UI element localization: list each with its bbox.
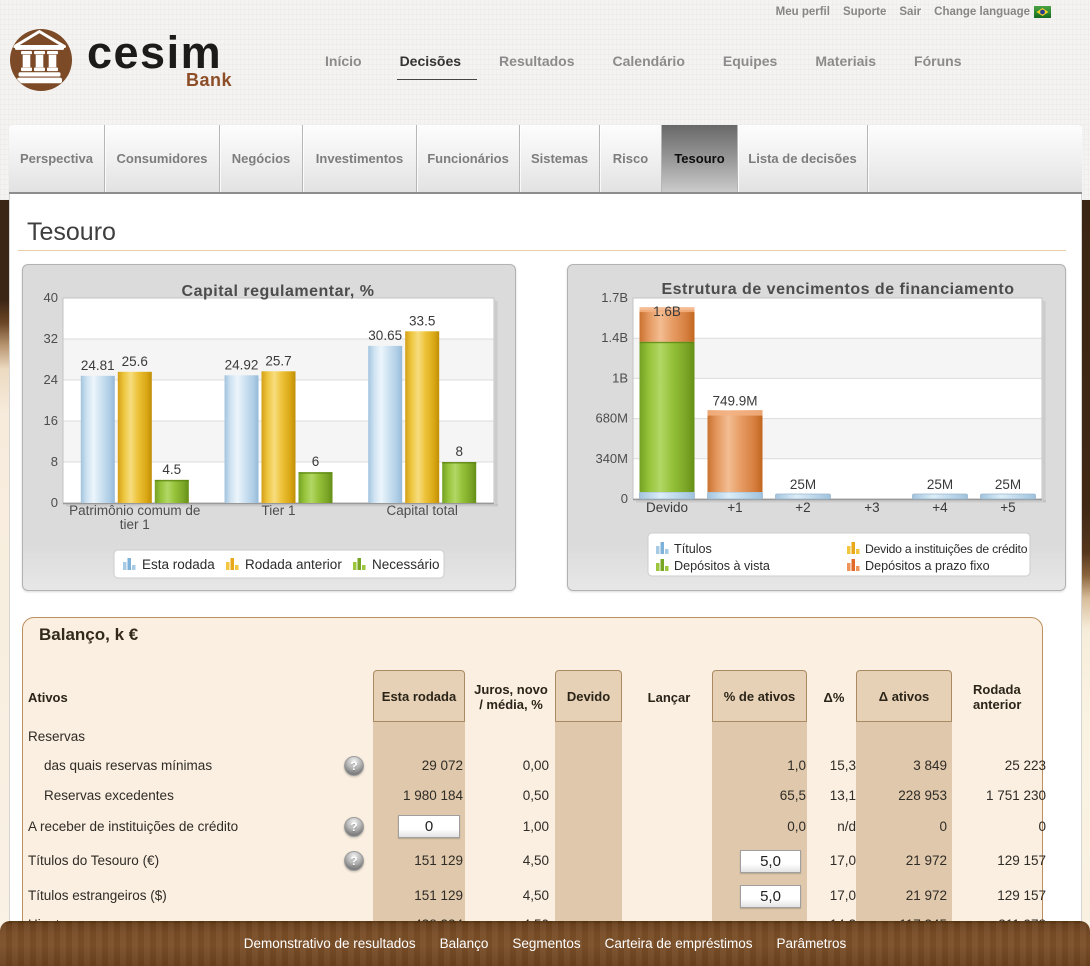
svg-text:25M: 25M [995, 477, 1021, 492]
svg-text:Estrutura de vencimentos de fi: Estrutura de vencimentos de financiament… [661, 281, 1014, 298]
svg-text:+3: +3 [864, 500, 879, 515]
svg-text:1.7B: 1.7B [601, 290, 628, 305]
svg-text:Devido a instituições de crédi: Devido a instituições de crédito [865, 542, 1028, 556]
svg-text:Títulos: Títulos [674, 542, 712, 556]
svg-text:30.65: 30.65 [368, 328, 402, 343]
svg-text:25.7: 25.7 [265, 353, 291, 368]
svg-text:Esta rodada: Esta rodada [142, 557, 215, 572]
svg-text:16: 16 [44, 413, 58, 428]
svg-text:24.92: 24.92 [225, 357, 259, 372]
svg-text:+4: +4 [932, 500, 948, 515]
svg-text:24.81: 24.81 [81, 358, 115, 373]
svg-text:25.6: 25.6 [122, 354, 148, 369]
svg-text:8: 8 [455, 444, 463, 459]
svg-text:1.6B: 1.6B [653, 304, 681, 319]
svg-text:Rodada anterior: Rodada anterior [245, 557, 342, 572]
svg-text:+2: +2 [795, 500, 810, 515]
svg-text:+1: +1 [727, 500, 742, 515]
svg-text:6: 6 [312, 454, 320, 469]
svg-text:Necessário: Necessário [372, 557, 440, 572]
svg-text:Depósitos a prazo fixo: Depósitos a prazo fixo [865, 559, 990, 573]
svg-text:1.4B: 1.4B [601, 330, 628, 345]
svg-text:0: 0 [621, 491, 628, 506]
svg-text:8: 8 [51, 454, 58, 469]
svg-text:33.5: 33.5 [409, 313, 435, 328]
svg-text:24: 24 [44, 372, 58, 387]
svg-text:Devido: Devido [646, 500, 688, 515]
svg-text:40: 40 [44, 290, 58, 305]
svg-text:+5: +5 [1000, 500, 1015, 515]
svg-text:Patrimônio comum de: Patrimônio comum de [69, 503, 200, 518]
svg-text:tier 1: tier 1 [120, 517, 150, 532]
svg-text:Capital total: Capital total [387, 503, 458, 518]
svg-text:340M: 340M [595, 451, 628, 466]
svg-text:Tier 1: Tier 1 [261, 503, 295, 518]
svg-text:749.9M: 749.9M [712, 393, 757, 408]
svg-text:680M: 680M [595, 411, 628, 426]
svg-text:Depósitos à vista: Depósitos à vista [674, 559, 770, 573]
svg-text:0: 0 [51, 495, 58, 510]
svg-text:25M: 25M [927, 477, 953, 492]
svg-text:1B: 1B [612, 370, 628, 385]
svg-text:32: 32 [44, 331, 58, 346]
svg-text:Capital regulamentar, %: Capital regulamentar, % [182, 283, 375, 300]
svg-text:4.5: 4.5 [162, 462, 181, 477]
svg-text:25M: 25M [790, 477, 816, 492]
